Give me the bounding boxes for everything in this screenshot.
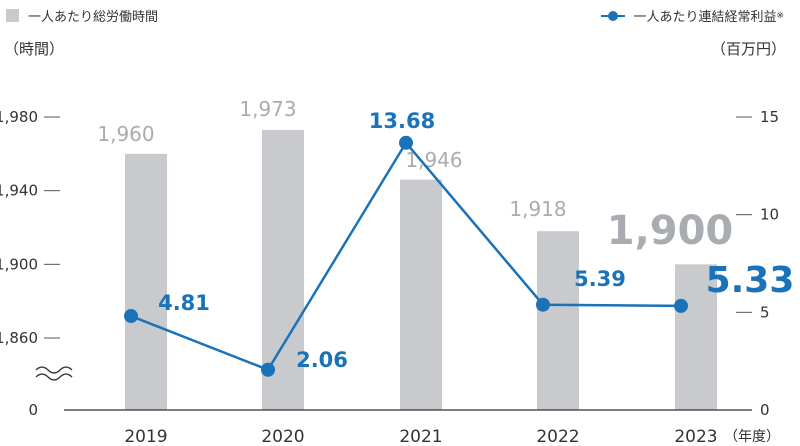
x-tick-label-2019: 2019	[124, 427, 167, 446]
left-tick-label: 1,900	[0, 255, 38, 273]
axis-break-icon	[35, 366, 73, 374]
x-tick-label-2023: 2023	[674, 427, 717, 446]
profit-value-label-2019: 4.81	[158, 291, 210, 315]
line-legend-note: ※	[776, 10, 784, 21]
profit-point-2019	[124, 309, 138, 324]
line-legend-label: 一人あたり連結経常利益	[633, 10, 777, 25]
x-tick-label-2022: 2022	[536, 427, 579, 446]
x-axis-suffix: （年度）	[724, 429, 780, 445]
bar-value-label-2022: 1,918	[509, 197, 566, 221]
profit-value-label-2023: 5.33	[706, 260, 795, 301]
right-tick-label: 10	[760, 206, 779, 224]
bar-legend-swatch	[6, 9, 19, 22]
profit-value-label-2021: 13.68	[369, 109, 435, 133]
axis-break-icon	[35, 373, 73, 381]
left-tick-label: 0	[28, 401, 38, 419]
right-tick-label: 5	[760, 303, 770, 321]
bar-value-label-2020: 1,973	[239, 97, 296, 121]
bar-2021	[400, 179, 442, 410]
bar-legend-label: 一人あたり総労働時間	[28, 10, 159, 25]
left-tick-label: 1,860	[0, 329, 38, 347]
line-legend-marker	[601, 9, 626, 22]
left-tick-label: 1,980	[0, 108, 38, 126]
x-tick-label-2020: 2020	[261, 427, 304, 446]
left-axis-unit: （時間）	[4, 40, 65, 58]
right-tick-label: 0	[760, 401, 770, 419]
profit-value-label-2022: 5.39	[574, 267, 626, 291]
bar-2022	[537, 231, 579, 410]
profit-point-2022	[536, 297, 550, 312]
right-axis-unit: （百万円）	[710, 40, 786, 58]
bar-2019	[125, 153, 167, 411]
x-tick-label-2021: 2021	[399, 427, 442, 446]
profit-value-label-2020: 2.06	[296, 348, 348, 372]
profit-point-2021	[399, 135, 413, 150]
right-tick-label: 15	[760, 108, 779, 126]
bar-2023	[675, 264, 717, 410]
bar-value-label-2019: 1,960	[97, 122, 154, 146]
legend-bar-item: 一人あたり総労働時間	[6, 6, 158, 25]
left-tick-label: 1,940	[0, 182, 38, 200]
legend-line-item: 一人あたり連結経常利益 ※	[601, 6, 784, 25]
bar-value-label-2023: 1,900	[607, 208, 734, 254]
profit-point-2023	[674, 298, 688, 313]
profit-point-2020	[261, 362, 275, 377]
